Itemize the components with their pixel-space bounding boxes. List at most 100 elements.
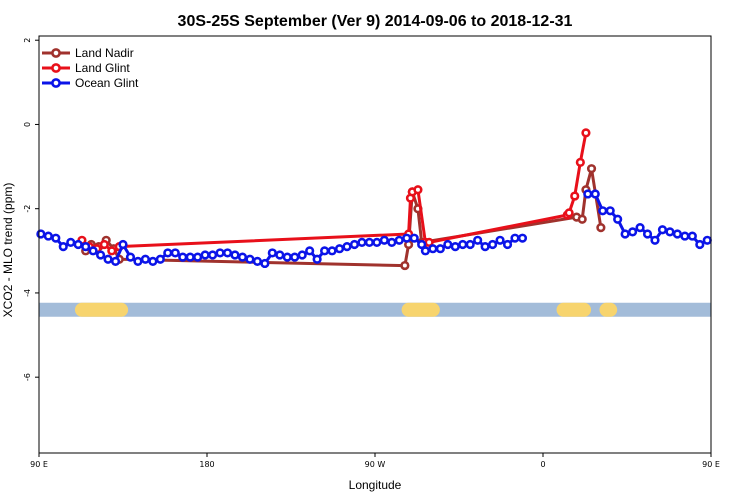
data-point — [590, 189, 600, 199]
data-point — [297, 250, 307, 260]
y-tick-label: -2 — [23, 205, 32, 213]
data-point — [642, 229, 653, 239]
data-point — [364, 237, 375, 247]
series-line — [40, 192, 709, 265]
data-point — [586, 164, 597, 174]
data-point — [282, 252, 292, 262]
data-point — [110, 256, 121, 266]
data-point — [435, 244, 445, 254]
data-point — [672, 229, 683, 239]
data-point — [687, 231, 697, 241]
data-point — [66, 237, 76, 247]
data-point — [349, 239, 360, 250]
data-point — [222, 248, 233, 258]
series-ocean-glint — [36, 189, 712, 269]
data-point — [155, 254, 165, 264]
data-point — [43, 231, 53, 241]
data-point — [680, 231, 690, 241]
data-point — [95, 250, 106, 260]
data-point — [575, 157, 585, 167]
data-point — [387, 237, 397, 247]
legend-label: Land Nadir — [75, 46, 134, 60]
data-point — [570, 191, 580, 201]
legend-swatch-marker — [51, 48, 61, 58]
data-point — [163, 248, 173, 258]
data-point — [73, 239, 83, 250]
x-tick-label: 90 W — [365, 460, 386, 469]
data-point — [581, 128, 591, 138]
data-point — [650, 235, 660, 245]
data-point — [107, 246, 117, 256]
data-point — [140, 254, 150, 264]
legend-item-land-glint: Land Glint — [42, 61, 130, 75]
x-axis-label: Longitude — [349, 478, 402, 492]
data-point — [620, 229, 630, 239]
data-point — [88, 246, 98, 256]
data-point — [215, 248, 225, 258]
series-line — [80, 132, 588, 253]
data-point — [517, 233, 528, 243]
data-point — [103, 254, 113, 264]
data-point — [510, 233, 520, 243]
data-point — [465, 239, 475, 250]
x-tick-label: 90 E — [30, 460, 48, 469]
chart-title: 30S-25S September (Ver 9) 2014-09-06 to … — [178, 13, 573, 30]
data-point — [424, 237, 434, 247]
data-point — [372, 237, 382, 247]
data-point — [148, 256, 158, 266]
x-tick-label: 180 — [199, 460, 214, 469]
data-point — [596, 223, 606, 233]
data-point — [488, 239, 498, 250]
y-tick-label: 0 — [23, 122, 32, 127]
data-point — [275, 250, 285, 260]
data-point — [178, 252, 188, 262]
series-land-nadir — [81, 164, 606, 271]
data-point — [99, 239, 109, 250]
data-point — [267, 248, 277, 258]
y-axis-label: XCO2 - MLO trend (ppm) — [1, 183, 15, 318]
data-point — [394, 235, 404, 245]
data-point — [495, 235, 505, 245]
data-point — [260, 258, 270, 269]
data-point — [564, 208, 574, 218]
data-point — [327, 246, 337, 256]
data-point — [695, 239, 705, 250]
data-point — [342, 242, 352, 252]
legend-item-ocean-glint: Ocean Glint — [42, 76, 139, 90]
data-point — [185, 252, 195, 262]
data-point — [657, 225, 668, 235]
data-point — [402, 233, 412, 243]
data-point — [334, 244, 345, 254]
data-point — [577, 214, 587, 224]
x-tick-label: 90 E — [702, 460, 720, 469]
data-point — [502, 239, 513, 250]
legend-swatch-marker — [51, 78, 61, 88]
data-point — [450, 242, 460, 252]
data-point — [193, 252, 203, 262]
data-point — [417, 239, 427, 250]
y-tick-label: -6 — [23, 373, 32, 381]
data-point — [118, 239, 128, 250]
data-point — [458, 239, 468, 250]
y-tick-label: -4 — [23, 289, 32, 297]
legend-label: Land Glint — [75, 61, 130, 75]
data-point — [81, 242, 91, 252]
data-point — [583, 189, 593, 199]
data-point — [635, 223, 645, 233]
data-point — [379, 235, 389, 245]
data-point — [598, 206, 608, 216]
data-point — [312, 254, 322, 264]
data-point — [305, 246, 315, 256]
data-point — [320, 246, 330, 256]
data-point — [237, 252, 248, 262]
axes: 90 E 180 90 W 0 90 E 2 0 -2 -4 -6 — [23, 35, 720, 469]
data-point — [58, 242, 68, 252]
data-point — [170, 248, 180, 258]
data-point — [252, 256, 262, 266]
data-point — [413, 185, 423, 195]
data-point — [51, 233, 61, 243]
data-point — [702, 235, 712, 245]
data-point — [420, 246, 431, 256]
data-point — [400, 260, 410, 271]
